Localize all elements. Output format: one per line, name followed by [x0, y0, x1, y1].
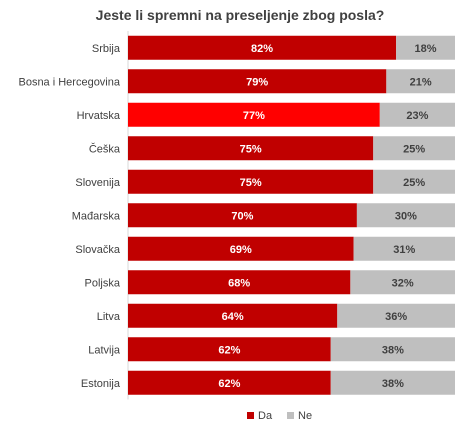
- bar-ne: [356, 203, 455, 228]
- category-label: Slovenija: [75, 177, 121, 189]
- bar-ne: [396, 35, 455, 60]
- data-label-ne: 36%: [385, 311, 407, 323]
- data-label-da: 70%: [231, 210, 253, 222]
- category-label: Estonija: [81, 378, 121, 390]
- bar-da: [128, 270, 351, 295]
- data-label-da: 77%: [243, 110, 265, 122]
- data-label-ne: 30%: [395, 210, 417, 222]
- category-label: Slovačka: [75, 244, 121, 256]
- data-label-da: 62%: [218, 344, 240, 356]
- data-label-da: 64%: [222, 311, 244, 323]
- legend-label-da: Da: [258, 410, 273, 422]
- category-label: Srbija: [92, 43, 121, 55]
- bar-da: [128, 136, 374, 161]
- bar-ne: [337, 303, 455, 328]
- data-label-da: 75%: [240, 143, 262, 155]
- legend-label-ne: Ne: [298, 410, 312, 422]
- bar-ne: [373, 136, 455, 161]
- bar-da: [128, 69, 387, 94]
- chart-title: Jeste li spremni na preseljenje zbog pos…: [96, 7, 385, 23]
- data-label-da: 68%: [228, 277, 250, 289]
- bar-da: [128, 370, 331, 395]
- data-label-ne: 38%: [382, 378, 404, 390]
- data-label-ne: 32%: [392, 277, 414, 289]
- category-labels: Srbija Bosna i Hercegovina Hrvatska Češka Sl…: [18, 43, 120, 390]
- bar-da: [128, 236, 354, 261]
- bar-ne: [379, 102, 455, 127]
- bar-ne: [330, 370, 455, 395]
- bar-da: [128, 102, 380, 127]
- legend-swatch-ne: [287, 412, 294, 419]
- category-label: Češka: [89, 142, 121, 155]
- bar-da: [128, 35, 397, 60]
- legend: Da Ne: [247, 410, 312, 422]
- data-label-ne: 31%: [393, 244, 415, 256]
- bar-da: [128, 303, 338, 328]
- data-label-da: 79%: [246, 76, 268, 88]
- data-label-da: 62%: [218, 378, 240, 390]
- data-label-ne: 25%: [403, 177, 425, 189]
- data-label-ne: 38%: [382, 344, 404, 356]
- data-label-da: 75%: [240, 177, 262, 189]
- category-label: Hrvatska: [77, 110, 121, 122]
- bars: 82% 18% 79% 21% 77% 23% 75% 25% 75% 25% 70% 30% 69% 3…: [128, 35, 455, 395]
- data-label-da: 82%: [251, 43, 273, 55]
- bar-ne: [386, 69, 455, 94]
- category-label: Poljska: [85, 277, 121, 289]
- bar-da: [128, 169, 374, 194]
- bar-da: [128, 337, 331, 362]
- bar-ne: [353, 236, 455, 261]
- category-label: Litva: [97, 311, 121, 323]
- category-label: Mađarska: [72, 210, 121, 222]
- bar-da: [128, 203, 357, 228]
- bar-ne: [330, 337, 455, 362]
- category-label: Latvija: [88, 344, 121, 356]
- category-label: Bosna i Hercegovina: [18, 76, 120, 88]
- data-label-ne: 18%: [415, 43, 437, 55]
- legend-swatch-da: [247, 412, 254, 419]
- bar-ne: [350, 270, 455, 295]
- data-label-ne: 23%: [406, 110, 428, 122]
- bar-ne: [373, 169, 455, 194]
- data-label-da: 69%: [230, 244, 252, 256]
- data-label-ne: 21%: [410, 76, 432, 88]
- data-label-ne: 25%: [403, 143, 425, 155]
